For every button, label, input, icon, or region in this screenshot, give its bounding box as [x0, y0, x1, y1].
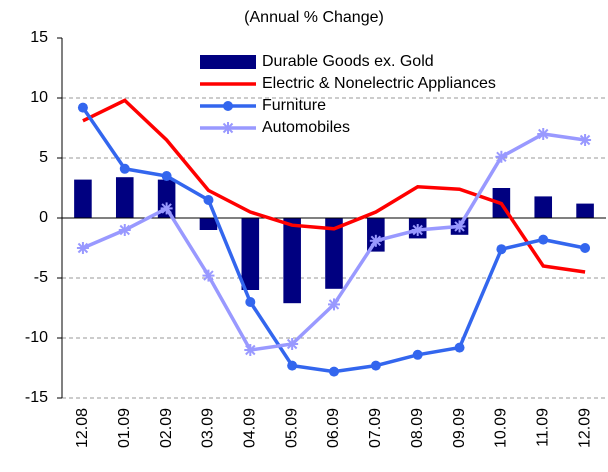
bar: [534, 196, 553, 218]
x-tick-label: 10.09: [493, 408, 510, 448]
marker: [245, 297, 256, 307]
line: [82, 98, 586, 274]
y-tick-label: -15: [25, 389, 48, 406]
y-tick-label: -10: [25, 329, 48, 346]
y-tick-label: 0: [39, 209, 48, 226]
marker: [328, 298, 340, 311]
bar: [576, 203, 594, 218]
marker: [537, 128, 550, 140]
legend-swatch: [200, 55, 256, 69]
bar: [199, 218, 218, 230]
x-tick-label: 01.09: [116, 408, 133, 448]
marker: [202, 269, 215, 282]
marker: [454, 342, 465, 353]
x-tick-label: 04.09: [242, 408, 259, 448]
marker: [580, 243, 591, 253]
bar: [241, 218, 260, 290]
x-tick-label: 02.09: [158, 408, 175, 448]
marker: [495, 150, 508, 163]
marker: [496, 244, 507, 255]
legend-label: Automobiles: [262, 119, 350, 136]
marker: [161, 171, 172, 181]
legend-marker: [222, 122, 234, 134]
x-tick-label: 09.09: [451, 408, 468, 448]
marker: [329, 366, 339, 377]
x-tick-label: 03.09: [200, 408, 217, 448]
x-tick-label: 11.09: [534, 408, 551, 447]
marker: [76, 242, 89, 254]
x-tick-label: 12.08: [74, 408, 91, 448]
legend-marker: [223, 101, 233, 111]
y-tick-label: 10: [30, 89, 48, 106]
x-tick-label: 12.09: [576, 408, 593, 448]
marker: [118, 224, 131, 236]
marker: [579, 134, 592, 146]
marker: [286, 338, 299, 350]
bar: [283, 218, 301, 304]
chart-title: (Annual % Change): [244, 9, 384, 26]
bar: [325, 218, 343, 289]
marker: [203, 195, 214, 205]
marker: [119, 163, 130, 174]
marker: [369, 234, 382, 247]
y-tick-label: 15: [30, 29, 48, 46]
x-tick-label: 07.09: [367, 408, 384, 448]
legend-label: Furniture: [262, 97, 326, 114]
y-tick-label: 5: [39, 149, 48, 166]
x-tick-label: 06.09: [325, 408, 342, 448]
x-tick-label: 05.09: [283, 408, 300, 448]
legend-label: Durable Goods ex. Gold: [262, 53, 434, 70]
marker: [453, 220, 466, 233]
marker: [244, 344, 257, 356]
y-tick-label: -5: [34, 269, 48, 286]
marker: [370, 360, 381, 371]
marker: [538, 234, 549, 245]
x-tick-label: 08.09: [409, 408, 426, 448]
bar: [74, 179, 92, 218]
marker: [160, 202, 173, 215]
bar: [115, 177, 134, 218]
marker: [77, 102, 88, 113]
marker: [412, 349, 423, 360]
legend-label: Electric & Nonelectric Appliances: [262, 75, 496, 92]
marker: [287, 360, 298, 371]
marker: [411, 224, 424, 236]
